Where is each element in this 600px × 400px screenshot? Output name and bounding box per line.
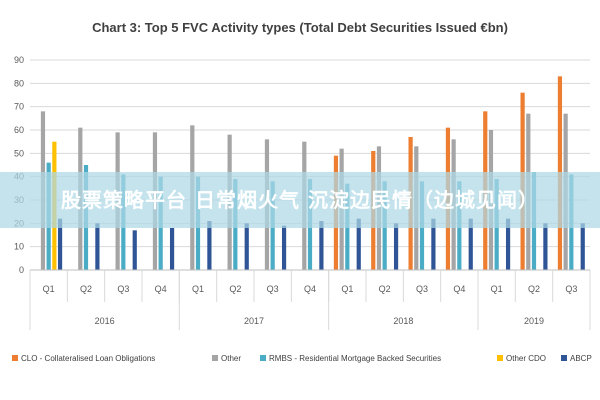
legend-label: Other (221, 354, 241, 363)
x-tick-label: Q4 (304, 284, 316, 294)
group-label: 2018 (393, 316, 413, 326)
x-tick-label: Q1 (341, 284, 353, 294)
x-tick-label: Q3 (565, 284, 577, 294)
watermark-banner (0, 172, 600, 228)
y-axis: 0102030405060708090 (14, 55, 24, 275)
x-tick-label: Q3 (267, 284, 279, 294)
bar (132, 230, 137, 270)
y-tick-label: 50 (14, 148, 24, 158)
y-tick-label: 60 (14, 125, 24, 135)
x-tick-label: Q3 (416, 284, 428, 294)
legend-swatch (497, 355, 503, 361)
bar (431, 218, 436, 270)
y-tick-label: 0 (19, 265, 24, 275)
x-tick-label: Q1 (43, 284, 55, 294)
bar (356, 218, 361, 270)
watermark-text: 股票策略平台 日常烟火气 沉淀边民情（边城见闻） (61, 188, 539, 212)
bar (169, 228, 175, 270)
x-tick-label: Q4 (155, 284, 167, 294)
chart-title: Chart 3: Top 5 FVC Activity types (Total… (92, 20, 508, 35)
bar (207, 221, 212, 270)
legend-label: CLO - Collateralised Loan Obligations (21, 354, 155, 363)
bar (319, 221, 324, 270)
bar (57, 218, 63, 270)
legend-label: RMBS - Residential Mortgage Backed Secur… (269, 354, 441, 363)
legend-label: Other CDO (506, 354, 546, 363)
bar (244, 223, 249, 270)
legend-swatch (561, 355, 567, 361)
legend: CLO - Collateralised Loan Obligations Oth… (12, 354, 592, 363)
x-axis: Q1 Q2 Q3 Q4 Q1 Q2 Q3 Q4 Q1 Q2 Q3 Q4 Q1 Q2 Q3 2016 2017 20… (29, 269, 591, 330)
bar (505, 218, 511, 270)
legend-swatch (212, 355, 218, 361)
bar (393, 223, 399, 270)
x-tick-label: Q1 (192, 284, 204, 294)
y-tick-label: 70 (14, 102, 24, 112)
y-tick-label: 10 (14, 242, 24, 252)
group-label: 2017 (244, 316, 264, 326)
x-tick-label: Q2 (229, 284, 241, 294)
bar (281, 225, 287, 270)
y-tick-label: 80 (14, 78, 24, 88)
group-label: 2016 (95, 316, 115, 326)
bar (468, 218, 473, 270)
x-tick-label: Q4 (453, 284, 465, 294)
group-label: 2019 (524, 316, 544, 326)
legend-label: ABCP (570, 354, 592, 363)
bar (543, 223, 548, 270)
x-tick-label: Q2 (80, 284, 92, 294)
x-tick-label: Q1 (491, 284, 503, 294)
bar (95, 223, 100, 270)
legend-swatch (12, 355, 18, 361)
x-tick-label: Q3 (117, 284, 129, 294)
legend-swatch (260, 355, 266, 361)
x-tick-label: Q2 (379, 284, 391, 294)
x-tick-label: Q2 (528, 284, 540, 294)
y-tick-label: 90 (14, 55, 24, 65)
bar (580, 223, 585, 270)
